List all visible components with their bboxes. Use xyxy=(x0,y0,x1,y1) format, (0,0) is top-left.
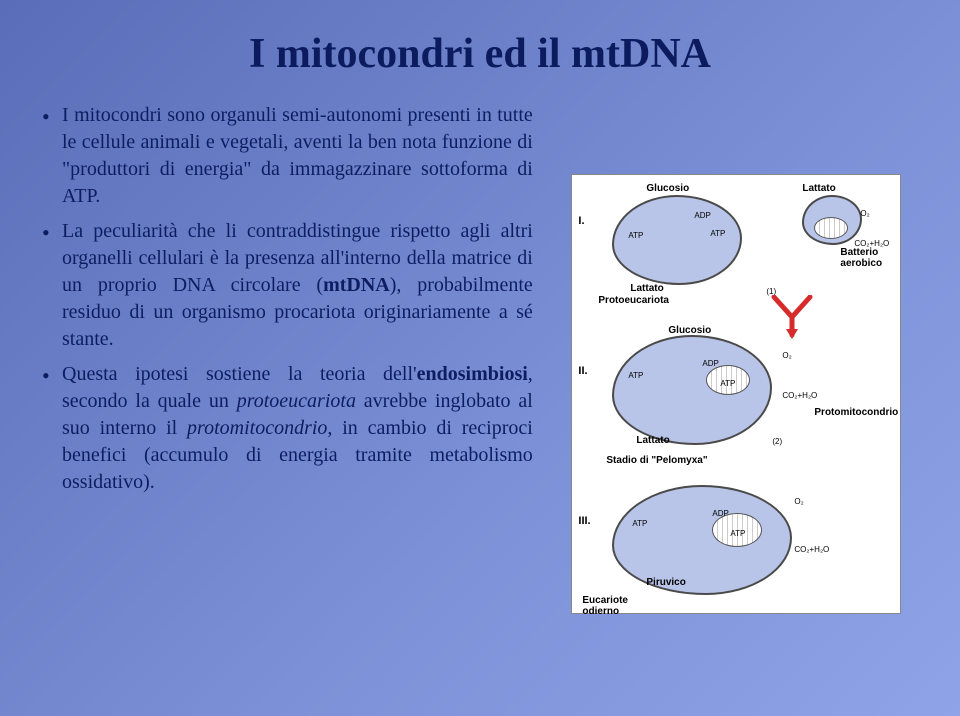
cell-shape xyxy=(612,485,792,595)
cell-shape xyxy=(612,195,742,285)
row-marker: I. xyxy=(578,215,584,227)
diagram-small-label: ATP xyxy=(632,519,647,528)
row-marker: II. xyxy=(578,365,587,377)
diagram-small-label: ATP xyxy=(730,529,745,538)
merge-arrow-icon xyxy=(768,295,818,341)
diagram-label: Lattato xyxy=(630,283,663,294)
diagram-label: Lattato xyxy=(636,435,669,446)
cell-shape xyxy=(612,335,772,445)
diagram-small-label: O₂ xyxy=(860,209,869,218)
diagram-small-label: ATP xyxy=(628,371,643,380)
image-column: I.II.III.GlucosioLattatoLattatoProtoeuca… xyxy=(553,102,920,686)
text-column: I mitocondri sono organuli semi-autonomi… xyxy=(40,102,533,686)
slide-title: I mitocondri ed il mtDNA xyxy=(40,30,920,78)
diagram-label: Glucosio xyxy=(646,183,689,194)
diagram-small-label: ATP xyxy=(628,231,643,240)
diagram-small-label: CO₂+H₂O xyxy=(782,391,817,400)
row-marker: III. xyxy=(578,515,590,527)
diagram-label: Batterio aerobico xyxy=(840,247,890,269)
bullet-item: Questa ipotesi sostiene la teoria dell'e… xyxy=(40,361,533,496)
diagram-label: Stadio di "Pelomyxa" xyxy=(606,455,707,466)
diagram-small-label: (2) xyxy=(772,437,782,446)
endosymbiosis-diagram: I.II.III.GlucosioLattatoLattatoProtoeuca… xyxy=(571,174,901,614)
diagram-label: Protomitocondrio xyxy=(814,407,898,418)
diagram-label: Lattato xyxy=(802,183,835,194)
slide-container: I mitocondri ed il mtDNA I mitocondri so… xyxy=(0,0,960,716)
content-row: I mitocondri sono organuli semi-autonomi… xyxy=(40,102,920,686)
bullet-item: I mitocondri sono organuli semi-autonomi… xyxy=(40,102,533,210)
bullet-item: La peculiarità che li contraddistingue r… xyxy=(40,218,533,353)
diagram-label: Eucariote odierno xyxy=(582,595,642,617)
diagram-small-label: ADP xyxy=(712,509,728,518)
diagram-small-label: ADP xyxy=(694,211,710,220)
diagram-small-label: CO₂+H₂O xyxy=(794,545,829,554)
diagram-small-label: ADP xyxy=(702,359,718,368)
diagram-small-label: CO₂+H₂O xyxy=(854,239,889,248)
bullet-list: I mitocondri sono organuli semi-autonomi… xyxy=(40,102,533,496)
diagram-label: Glucosio xyxy=(668,325,711,336)
diagram-label: Protoeucariota xyxy=(598,295,669,306)
diagram-small-label: ATP xyxy=(710,229,725,238)
diagram-small-label: O₂ xyxy=(794,497,803,506)
diagram-small-label: ATP xyxy=(720,379,735,388)
diagram-label: Piruvico xyxy=(646,577,685,588)
diagram-small-label: O₂ xyxy=(782,351,791,360)
